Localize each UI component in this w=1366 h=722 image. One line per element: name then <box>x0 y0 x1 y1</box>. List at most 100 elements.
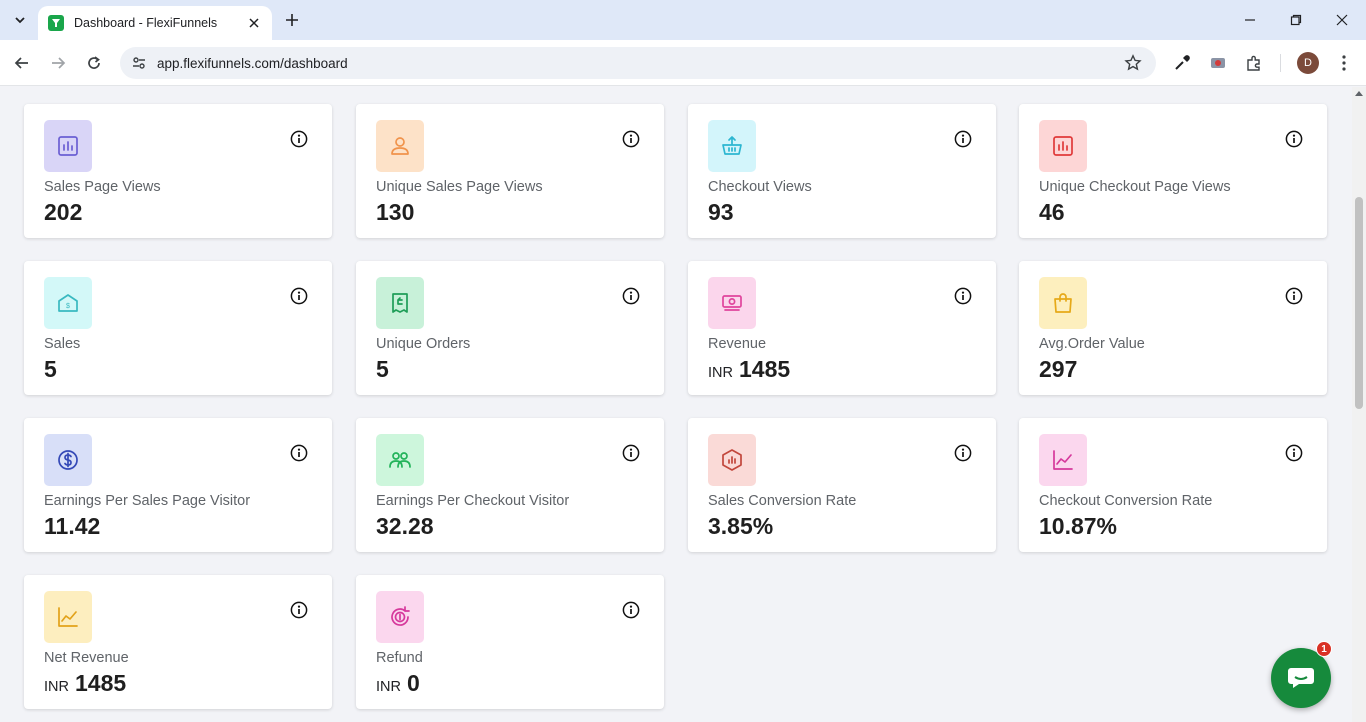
users-icon <box>376 434 424 486</box>
info-icon[interactable] <box>290 287 308 305</box>
metric-value-row: INR 1485 <box>708 356 790 383</box>
tab-close-icon[interactable] <box>246 15 262 31</box>
info-icon[interactable] <box>1285 130 1303 148</box>
puzzle-extensions-icon[interactable] <box>1243 52 1265 74</box>
browser-menu-button[interactable] <box>1333 52 1355 74</box>
line-chart-icon <box>44 591 92 643</box>
info-icon[interactable] <box>290 601 308 619</box>
info-icon[interactable] <box>290 130 308 148</box>
extension-icon[interactable] <box>1207 52 1229 74</box>
forward-button[interactable] <box>46 51 70 75</box>
chevron-down-icon <box>15 17 25 24</box>
receipt-icon <box>376 277 424 329</box>
shopping-bag-icon <box>1039 277 1087 329</box>
metric-value: 1485 <box>74 670 127 696</box>
info-icon[interactable] <box>622 444 640 462</box>
info-icon[interactable] <box>1285 287 1303 305</box>
info-icon[interactable] <box>622 601 640 619</box>
metric-card-sales-conversion-rate: Sales Conversion Rate 3.85% <box>688 418 996 552</box>
user-icon <box>376 120 424 172</box>
minimize-icon <box>1245 19 1255 21</box>
metric-value-row: 3.85% <box>708 513 773 540</box>
metric-value-row: INR 0 <box>376 670 420 697</box>
metric-label: Avg.Order Value <box>1039 336 1145 352</box>
metric-card-unique-orders: Unique Orders 5 <box>356 261 664 395</box>
metric-label: Sales <box>44 336 81 352</box>
minimize-button[interactable] <box>1240 10 1260 30</box>
scrollbar-thumb[interactable] <box>1355 197 1363 409</box>
metric-value: 46 <box>1039 199 1065 225</box>
metric-value: 10.87% <box>1039 513 1118 539</box>
back-button[interactable] <box>10 51 34 75</box>
bookmark-star-icon[interactable] <box>1124 54 1142 72</box>
metric-label: Sales Page Views <box>44 179 161 195</box>
basket-icon <box>708 120 756 172</box>
metric-card-avg-order-value: Avg.Order Value 297 <box>1019 261 1327 395</box>
bar-chart-icon <box>1039 120 1087 172</box>
metric-value: 297 <box>1039 356 1078 382</box>
tab-search-button[interactable] <box>8 8 32 32</box>
metric-card-earnings-per-checkout-visitor: Earnings Per Checkout Visitor 32.28 <box>356 418 664 552</box>
eyedropper-extension-icon[interactable] <box>1171 52 1193 74</box>
info-icon[interactable] <box>622 130 640 148</box>
metric-value-row: 202 <box>44 199 82 226</box>
close-window-button[interactable] <box>1332 10 1352 30</box>
profile-avatar[interactable]: D <box>1297 52 1319 74</box>
metric-value-row: 46 <box>1039 199 1065 226</box>
dollar-icon <box>44 434 92 486</box>
kebab-menu-icon <box>1342 55 1346 71</box>
metric-value: 93 <box>708 199 734 225</box>
metric-label: Checkout Conversion Rate <box>1039 493 1213 509</box>
chat-notification-badge: 1 <box>1316 641 1332 657</box>
metric-card-unique-sales-page-views: Unique Sales Page Views 130 <box>356 104 664 238</box>
bar-chart-icon <box>44 120 92 172</box>
browser-tab[interactable]: Dashboard - FlexiFunnels <box>38 6 272 40</box>
info-icon[interactable] <box>954 130 972 148</box>
arrow-left-icon <box>14 57 28 69</box>
metric-value: 5 <box>44 356 57 382</box>
address-bar[interactable]: app.flexifunnels.com/dashboard <box>120 47 1156 79</box>
tab-title: Dashboard - FlexiFunnels <box>74 16 218 30</box>
chat-launcher-button[interactable] <box>1271 648 1331 708</box>
chat-bubble-icon <box>1288 668 1314 688</box>
metric-label: Net Revenue <box>44 650 129 666</box>
metric-label: Unique Sales Page Views <box>376 179 543 195</box>
page-scrollbar[interactable] <box>1352 87 1366 722</box>
site-info-icon[interactable] <box>130 54 148 72</box>
metric-value-row: 297 <box>1039 356 1077 383</box>
metric-label: Unique Checkout Page Views <box>1039 179 1231 195</box>
metric-value-row: 5 <box>376 356 389 383</box>
info-icon[interactable] <box>954 444 972 462</box>
browser-toolbar: app.flexifunnels.com/dashboard <box>0 40 1366 86</box>
metric-value: 0 <box>406 670 420 696</box>
restore-button[interactable] <box>1286 10 1306 30</box>
info-icon[interactable] <box>622 287 640 305</box>
scroll-up-arrow-icon[interactable] <box>1355 91 1363 96</box>
close-icon <box>1336 14 1348 26</box>
metric-value: 3.85% <box>708 513 774 539</box>
new-tab-button[interactable] <box>282 10 302 30</box>
metric-value-row: 5 <box>44 356 57 383</box>
metric-value: 202 <box>44 199 83 225</box>
metric-card-refund: Refund INR 0 <box>356 575 664 709</box>
metric-label: Checkout Views <box>708 179 812 195</box>
metric-label: Earnings Per Checkout Visitor <box>376 493 570 509</box>
metric-value: 11.42 <box>44 513 101 539</box>
metric-label: Earnings Per Sales Page Visitor <box>44 493 251 509</box>
info-icon[interactable] <box>1285 444 1303 462</box>
metric-value: 5 <box>376 356 389 382</box>
info-icon[interactable] <box>954 287 972 305</box>
metric-label: Revenue <box>708 336 767 352</box>
metric-value-row: 11.42 <box>44 513 100 540</box>
flexifunnels-favicon-icon <box>48 15 64 31</box>
metric-card-sales: $ Sales 5 <box>24 261 332 395</box>
metric-card-earnings-per-sales-page-visitor: Earnings Per Sales Page Visitor 11.42 <box>24 418 332 552</box>
reload-icon <box>88 56 100 69</box>
url-text: app.flexifunnels.com/dashboard <box>157 55 348 71</box>
info-icon[interactable] <box>290 444 308 462</box>
reload-button[interactable] <box>82 51 106 75</box>
tab-strip: Dashboard - FlexiFunnels <box>0 0 1366 40</box>
metric-value: 130 <box>376 199 415 225</box>
metric-value: 32.28 <box>376 513 434 539</box>
store-icon: $ <box>44 277 92 329</box>
